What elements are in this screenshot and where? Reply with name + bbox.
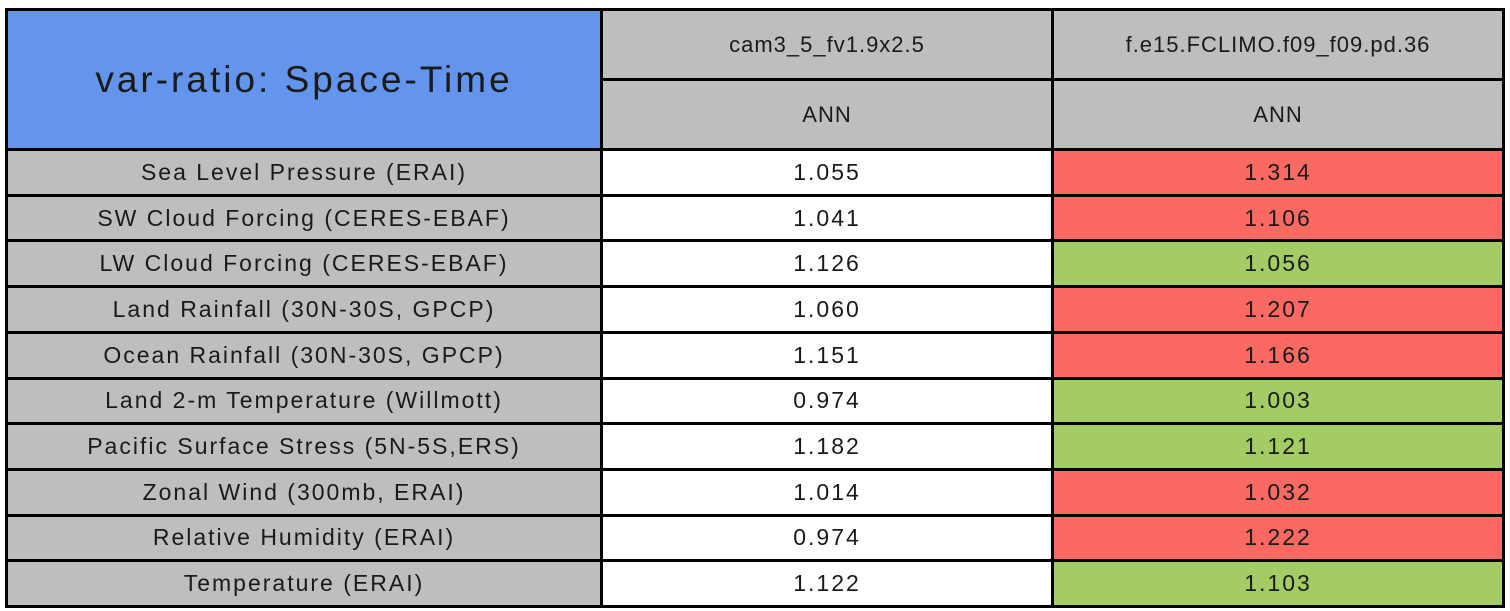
- row-label-zonal-wind: Zonal Wind (300mb, ERAI): [8, 470, 600, 514]
- row-label-sea-level-pressure: Sea Level Pressure (ERAI): [8, 151, 600, 194]
- row-label-sw-cloud-forcing: SW Cloud Forcing (CERES-EBAF): [8, 196, 600, 240]
- season-header-fe15: ANN: [1054, 81, 1502, 148]
- row-label-pacific-surface-stress: Pacific Surface Stress (5N-5S,ERS): [8, 425, 600, 468]
- table-title: var-ratio: Space-Time: [8, 11, 600, 148]
- value-cell: 1.222: [1054, 516, 1502, 560]
- variance-ratio-table: var-ratio: Space-Time cam3_5_fv1.9x2.5 f…: [5, 8, 1505, 608]
- value-cell: 0.974: [603, 516, 1051, 560]
- value-cell: 1.121: [1054, 425, 1502, 468]
- row-label-temperature: Temperature (ERAI): [8, 562, 600, 605]
- value-cell: 1.166: [1054, 333, 1502, 377]
- value-cell: 1.314: [1054, 151, 1502, 194]
- row-label-relative-humidity: Relative Humidity (ERAI): [8, 516, 600, 560]
- value-cell: 1.055: [603, 151, 1051, 194]
- value-cell: 1.151: [603, 333, 1051, 377]
- value-cell: 1.014: [603, 470, 1051, 514]
- row-label-land-2m-temperature: Land 2-m Temperature (Willmott): [8, 379, 600, 423]
- value-cell: 1.126: [603, 242, 1051, 286]
- value-cell: 1.003: [1054, 379, 1502, 423]
- value-cell: 1.106: [1054, 196, 1502, 240]
- row-label-land-rainfall: Land Rainfall (30N-30S, GPCP): [8, 288, 600, 331]
- model-header-fe15: f.e15.FCLIMO.f09_f09.pd.36: [1054, 11, 1502, 78]
- value-cell: 1.122: [603, 562, 1051, 605]
- model-header-cam3-5: cam3_5_fv1.9x2.5: [603, 11, 1051, 78]
- row-label-lw-cloud-forcing: LW Cloud Forcing (CERES-EBAF): [8, 242, 600, 286]
- value-cell: 1.207: [1054, 288, 1502, 331]
- value-cell: 1.060: [603, 288, 1051, 331]
- value-cell: 1.041: [603, 196, 1051, 240]
- value-cell: 1.103: [1054, 562, 1502, 605]
- row-label-ocean-rainfall: Ocean Rainfall (30N-30S, GPCP): [8, 333, 600, 377]
- value-cell: 0.974: [603, 379, 1051, 423]
- value-cell: 1.182: [603, 425, 1051, 468]
- value-cell: 1.032: [1054, 470, 1502, 514]
- season-header-cam3-5: ANN: [603, 81, 1051, 148]
- value-cell: 1.056: [1054, 242, 1502, 286]
